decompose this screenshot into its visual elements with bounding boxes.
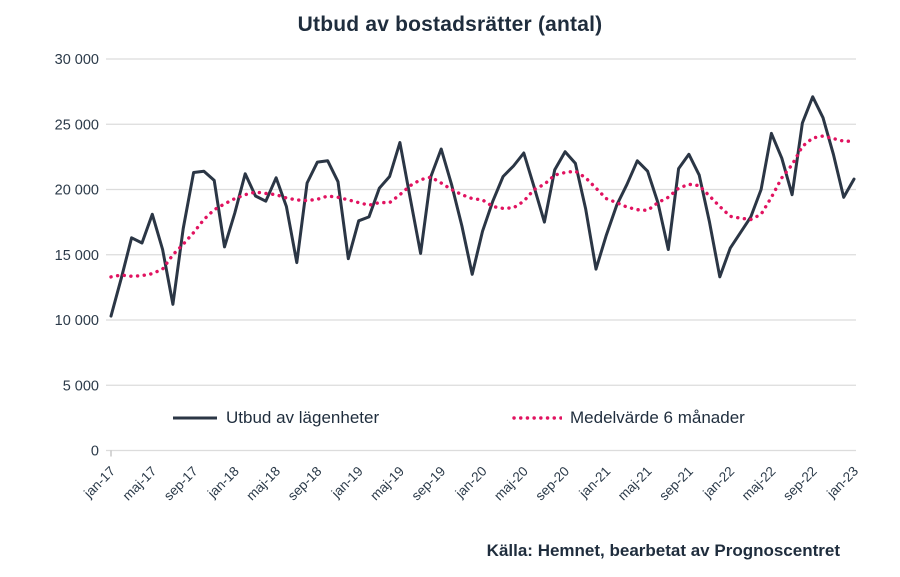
legend-item-supply: Utbud av lägenheter (172, 406, 379, 430)
y-tick-label: 0 (91, 444, 99, 460)
x-tick-label: jan-18 (204, 464, 242, 502)
y-tick-label: 5 000 (63, 378, 99, 394)
x-tick-label: maj-20 (491, 464, 531, 504)
y-tick-label: 30 000 (55, 52, 99, 68)
legend-label-supply: Utbud av lägenheter (226, 408, 380, 427)
x-tick-label: sep-21 (656, 464, 696, 504)
dotted-line-swatch-icon (512, 416, 562, 420)
x-tick-label: jan-19 (328, 464, 366, 502)
x-tick-label: sep-17 (161, 464, 201, 504)
y-tick-label: 10 000 (55, 313, 99, 329)
legend-label-average: Medelvärde 6 månader (570, 408, 745, 427)
legend-item-average: Medelvärde 6 månader (512, 406, 745, 430)
x-tick-label: sep-20 (532, 464, 572, 504)
x-tick-label: sep-19 (409, 464, 449, 504)
supply-line-series (109, 95, 856, 318)
x-tick-label: jan-21 (576, 464, 614, 502)
x-tick-label: sep-18 (285, 464, 325, 504)
x-tick-label: maj-17 (120, 464, 160, 504)
x-tick-label: jan-20 (452, 464, 490, 502)
x-tick-label: maj-22 (739, 464, 779, 504)
x-tick-label: maj-21 (615, 464, 655, 504)
chart-title: Utbud av bostadsrätter (antal) (297, 13, 603, 36)
x-tick-label: maj-18 (243, 464, 283, 504)
source-caption: Källa: Hemnet, bearbetat av Prognoscentr… (486, 541, 840, 560)
x-tick-label: maj-19 (367, 464, 407, 504)
y-tick-label: 15 000 (55, 248, 99, 264)
y-tick-label: 20 000 (55, 183, 99, 199)
x-tick-label: sep-22 (780, 464, 820, 504)
average-line-series (109, 134, 856, 279)
solid-line-swatch-icon (173, 416, 217, 420)
x-tick-label: jan-23 (823, 464, 861, 502)
x-tick-label: jan-17 (80, 464, 118, 502)
x-tick-label: jan-22 (699, 464, 737, 502)
y-tick-label: 25 000 (55, 117, 99, 133)
